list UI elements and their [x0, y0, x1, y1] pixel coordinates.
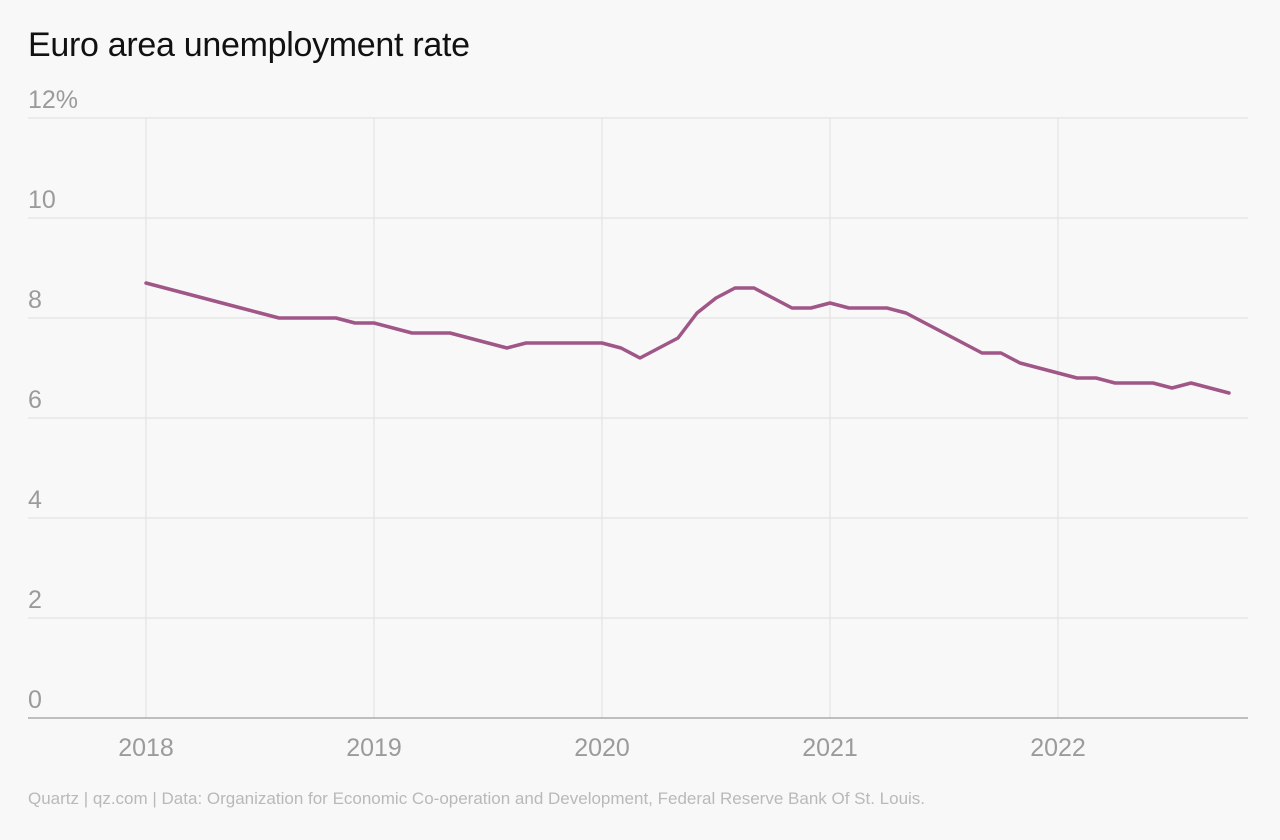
- x-tick-label: 2018: [118, 734, 174, 762]
- y-tick-label: 6: [28, 386, 42, 414]
- y-tick-label: 8: [28, 286, 42, 314]
- gridlines: [28, 117, 1248, 718]
- x-tick-label: 2019: [346, 734, 402, 762]
- chart-title: Euro area unemployment rate: [28, 26, 470, 64]
- series-line-0: [144, 281, 1231, 395]
- x-tick-label: 2022: [1030, 734, 1086, 762]
- y-tick-label: 12%: [28, 86, 78, 114]
- y-tick-label: 0: [28, 686, 42, 714]
- y-tick-label: 4: [28, 486, 42, 514]
- x-tick-label: 2021: [802, 734, 858, 762]
- source-note: Quartz | qz.com | Data: Organization for…: [28, 789, 926, 808]
- y-tick-label: 10: [28, 186, 56, 214]
- tick-labels: 0 2 4 6 8 10 12% 2018 2019 2020 2021 2022: [28, 86, 1086, 762]
- x-tick-label: 2020: [574, 734, 630, 762]
- y-tick-label: 2: [28, 586, 42, 614]
- series-layer: [144, 281, 1231, 395]
